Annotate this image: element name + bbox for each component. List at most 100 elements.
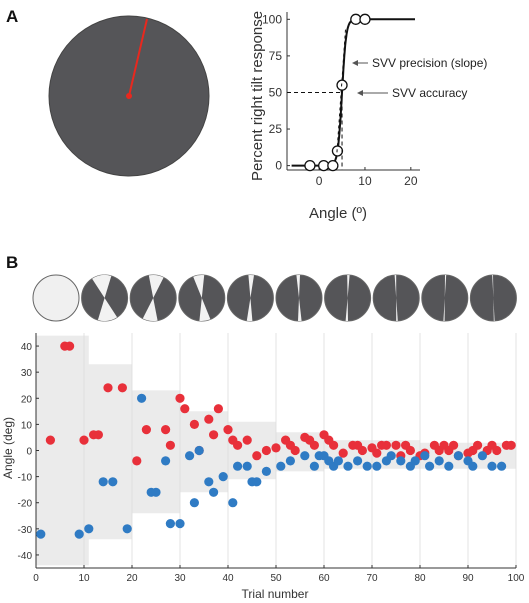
staircase-x-tick-label: 100 bbox=[508, 573, 525, 584]
staircase-ylabel: Angle (deg) bbox=[1, 417, 15, 479]
stimulus-light-wedge bbox=[97, 298, 118, 321]
sigmoid-x-tick-label: 10 bbox=[358, 174, 372, 188]
red-trial-point bbox=[329, 440, 339, 450]
stimulus-disk-blank bbox=[32, 274, 80, 322]
stimulus-light-wedge bbox=[199, 298, 211, 322]
blue-trial-point bbox=[137, 393, 147, 403]
red-trial-point bbox=[242, 435, 252, 445]
stimulus-light-wedge bbox=[193, 274, 205, 298]
blue-trial-point bbox=[285, 456, 295, 466]
staircase-y-tick-label: -20 bbox=[18, 499, 33, 510]
staircase-xlabel: Trial number bbox=[242, 587, 309, 601]
red-trial-point bbox=[405, 445, 415, 456]
blue-trial-point bbox=[189, 498, 199, 508]
stimulus-disk-icon bbox=[178, 274, 226, 322]
sigmoid-xlabel: Angle (º) bbox=[309, 205, 367, 222]
red-trial-point bbox=[180, 404, 190, 414]
blue-trial-point bbox=[372, 461, 382, 471]
staircase-y-tick-label: 30 bbox=[21, 368, 33, 379]
stimulus-disk-icon bbox=[372, 274, 420, 322]
blue-trial-point bbox=[276, 461, 286, 471]
blue-trial-point bbox=[161, 456, 171, 466]
stimulus-disk-icon bbox=[129, 274, 177, 322]
stimulus-disk-icon bbox=[32, 274, 80, 322]
red-trial-point bbox=[391, 440, 401, 450]
stimulus-light-wedge bbox=[394, 275, 397, 298]
staircase-x-tick-label: 60 bbox=[318, 573, 330, 584]
red-trial-point bbox=[161, 425, 171, 435]
blue-trial-point bbox=[477, 451, 487, 461]
red-trial-point bbox=[338, 448, 348, 458]
precision-arrowhead bbox=[352, 60, 358, 66]
red-trial-point bbox=[506, 440, 516, 450]
stimulus-light-wedge bbox=[92, 275, 112, 298]
blue-trial-point bbox=[98, 477, 108, 487]
red-trial-point bbox=[65, 341, 75, 351]
blue-trial-point bbox=[453, 451, 463, 461]
sigmoid-y-tick-label: 75 bbox=[269, 49, 283, 63]
blue-trial-point bbox=[84, 524, 94, 534]
stimulus-light-wedge bbox=[345, 298, 348, 322]
stimulus-light-wedge bbox=[347, 274, 350, 298]
staircase-x-tick-label: 0 bbox=[33, 573, 39, 584]
red-trial-point bbox=[141, 425, 151, 435]
blue-trial-point bbox=[108, 477, 118, 487]
stimulus-light-wedge bbox=[396, 298, 398, 321]
sigmoid-plot: 0 25 50 75 100 0 10 20 Angle (º) Percent right … bbox=[249, 11, 487, 222]
stimulus-light-wedge bbox=[142, 298, 158, 322]
sigmoid-ylabel: Percent right tilt response bbox=[249, 11, 266, 181]
blue-trial-point bbox=[343, 461, 353, 471]
blue-trial-point bbox=[353, 456, 363, 466]
stimulus-light-wedge bbox=[246, 298, 253, 321]
red-trial-point bbox=[223, 425, 233, 435]
staircase-x-tick-label: 20 bbox=[126, 573, 138, 584]
staircase-x-tick-label: 50 bbox=[270, 573, 282, 584]
sigmoid-y-tick-label: 0 bbox=[275, 159, 282, 173]
red-trial-point bbox=[213, 404, 223, 414]
red-trial-point bbox=[261, 445, 271, 456]
staircase-y-tick-label: 20 bbox=[21, 394, 33, 405]
stimulus-light-wedge bbox=[148, 274, 164, 298]
staircase-x-tick-label: 70 bbox=[366, 573, 378, 584]
blue-trial-point bbox=[396, 456, 406, 466]
accuracy-annotation: SVV accuracy bbox=[392, 86, 467, 100]
stimulus-disk-icon bbox=[48, 15, 210, 177]
stimulus-icon-row bbox=[32, 274, 517, 322]
red-trial-point bbox=[372, 448, 382, 458]
blue-trial-point bbox=[185, 451, 195, 461]
red-trial-point bbox=[449, 440, 459, 450]
blue-trial-point bbox=[175, 519, 185, 529]
sigmoid-x-tick-label: 20 bbox=[404, 174, 418, 188]
red-trial-point bbox=[492, 445, 502, 456]
blue-trial-point bbox=[122, 524, 132, 534]
red-trial-point bbox=[381, 440, 391, 450]
blue-trial-point bbox=[333, 456, 343, 466]
staircase-y-tick-label: -40 bbox=[18, 551, 33, 562]
sigmoid-x-tick-label: 0 bbox=[316, 174, 323, 188]
stimulus-light-wedge bbox=[493, 298, 495, 322]
blue-trial-point bbox=[151, 487, 161, 497]
sigmoid-y-tick-label: 100 bbox=[262, 12, 282, 26]
blue-trial-point bbox=[74, 529, 84, 539]
red-trial-point bbox=[357, 445, 367, 456]
red-trial-point bbox=[117, 383, 127, 393]
sigmoid-y-tick-label: 25 bbox=[269, 122, 283, 136]
staircase-x-tick-label: 90 bbox=[462, 573, 474, 584]
stimulus-disk-icon bbox=[421, 274, 469, 322]
blue-trial-point bbox=[165, 519, 175, 529]
stimulus-disk-icon bbox=[81, 274, 129, 322]
blue-trial-point bbox=[309, 461, 319, 471]
staircase-y-tick-label: -30 bbox=[18, 525, 33, 536]
staircase-x-tick-label: 10 bbox=[78, 573, 90, 584]
stimulus-disk-icon bbox=[324, 274, 372, 322]
blue-trial-point bbox=[204, 477, 214, 487]
staircase-y-tick-label: 0 bbox=[26, 447, 32, 458]
blue-trial-point bbox=[218, 472, 228, 482]
blue-trial-point bbox=[468, 461, 478, 471]
blue-trial-point bbox=[209, 487, 219, 497]
sigmoid-y-tick-label: 50 bbox=[269, 85, 283, 99]
red-trial-point bbox=[309, 440, 319, 450]
staircase-x-tick-label: 80 bbox=[414, 573, 426, 584]
